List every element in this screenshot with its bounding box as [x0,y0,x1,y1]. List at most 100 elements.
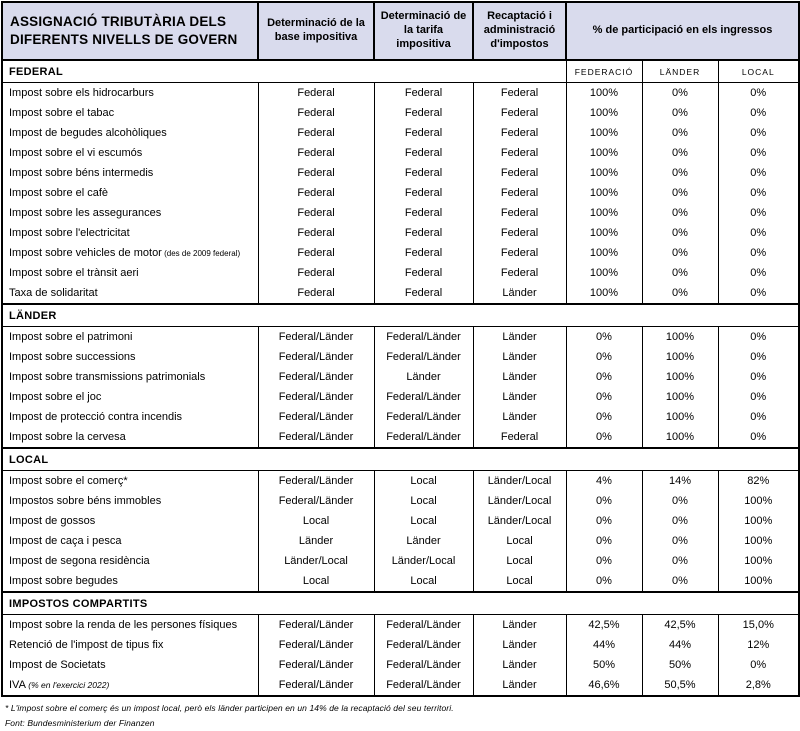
tax-name-label: Impost sobre el patrimoni [9,331,133,343]
tax-row: Impost de Societats Federal/Länder Federal… [2,655,800,675]
cell-local: 100% [717,531,800,551]
cell-local: 0% [717,123,800,143]
cell-lander: 0% [641,203,718,223]
cell-federacio: 44% [565,635,642,655]
cell-local: 0% [717,203,800,223]
tax-row: Impost de caça i pesca Länder Länder Local 0… [2,531,800,551]
tax-name: Impostos sobre béns immobles [2,491,258,511]
tax-name-label: Impost sobre béns intermedis [9,167,154,179]
cell-recaptacio: Länder [472,407,566,427]
section-header-row: FEDERAL FEDERACIÓ LÄNDER LOCAL [2,59,800,83]
cell-lander: 42,5% [641,614,718,635]
cell-federacio: 0% [565,491,642,511]
cell-recaptacio: Länder/Local [472,470,566,491]
cell-federacio: 0% [565,326,642,347]
cell-local: 0% [717,367,800,387]
tax-name: Impost de begudes alcohòliques [2,123,258,143]
tax-row: Impost sobre el vi escumós Federal Federal… [2,143,800,163]
cell-lander: 0% [641,223,718,243]
cell-tarifa: Federal/Länder [373,347,473,367]
tax-name-label: Impost sobre transmissions patrimonials [9,371,206,383]
cell-base: Federal [257,223,374,243]
cell-base: Federal/Länder [257,470,374,491]
tax-name-label: Impost sobre begudes [9,575,118,587]
cell-recaptacio: Federal [472,243,566,263]
cell-federacio: 4% [565,470,642,491]
subcolumn-header: FEDERACIÓ [565,59,642,83]
cell-tarifa: Federal/Länder [373,387,473,407]
cell-recaptacio: Länder/Local [472,491,566,511]
cell-local: 0% [717,143,800,163]
tax-row: Impost sobre les assegurances Federal Fede… [2,203,800,223]
cell-federacio: 0% [565,551,642,571]
cell-local: 0% [717,103,800,123]
section-header-row: LOCAL [2,447,800,471]
cell-tarifa: Local [373,491,473,511]
cell-recaptacio: Federal [472,427,566,448]
cell-base: Federal/Länder [257,347,374,367]
tax-name: Retenció de l'impost de tipus fix [2,635,258,655]
tax-name: IVA (% en l'exercici 2022) [2,675,258,696]
tax-name: Impost de Societats [2,655,258,675]
cell-tarifa: Federal [373,263,473,283]
cell-local: 0% [717,163,800,183]
cell-local: 2,8% [717,675,800,696]
cell-local: 100% [717,511,800,531]
cell-lander: 0% [641,82,718,103]
tax-name: Impost sobre la cervesa [2,427,258,448]
cell-recaptacio: Local [472,571,566,592]
cell-base: Federal/Länder [257,655,374,675]
tax-row: Impost de begudes alcohòliques Federal Fed… [2,123,800,143]
tax-name: Impost sobre la renda de les persones fí… [2,615,258,636]
cell-base: Federal [257,123,374,143]
cell-recaptacio: Länder [472,655,566,675]
cell-tarifa: Federal [373,243,473,263]
cell-recaptacio: Federal [472,203,566,223]
cell-lander: 100% [641,367,718,387]
tax-name-label: Impost sobre el comerç* [9,475,128,487]
cell-recaptacio: Federal [472,183,566,203]
footnote-comerc: * L'impost sobre el comerç és un impost … [5,703,454,713]
cell-lander: 0% [641,283,718,304]
cell-lander: 14% [641,470,718,491]
cell-tarifa: Federal [373,283,473,304]
cell-local: 0% [717,347,800,367]
cell-lander: 0% [641,531,718,551]
cell-base: Federal [257,263,374,283]
cell-recaptacio: Federal [472,82,566,103]
cell-recaptacio: Federal [472,163,566,183]
tax-name: Impost sobre el cafè [2,183,258,203]
tax-name: Impost de caça i pesca [2,531,258,551]
cell-lander: 0% [641,263,718,283]
cell-lander: 0% [641,511,718,531]
cell-tarifa: Länder [373,367,473,387]
section-label: LOCAL [2,447,800,471]
cell-local: 0% [717,243,800,263]
cell-tarifa: Federal [373,143,473,163]
cell-federacio: 100% [565,103,642,123]
cell-tarifa: Federal [373,223,473,243]
cell-base: Federal/Länder [257,635,374,655]
cell-lander: 100% [641,347,718,367]
cell-base: Federal [257,103,374,123]
cell-recaptacio: Federal [472,223,566,243]
cell-federacio: 100% [565,143,642,163]
cell-federacio: 42,5% [565,614,642,635]
cell-tarifa: Länder/Local [373,551,473,571]
tax-row: Impost sobre els hidrocarburs Federal Fede… [2,82,800,103]
tax-name-label: Impost sobre vehicles de motor [9,247,162,259]
cell-federacio: 100% [565,203,642,223]
cell-base: Federal/Länder [257,407,374,427]
cell-local: 0% [717,655,800,675]
cell-lander: 0% [641,103,718,123]
cell-base: Federal/Länder [257,491,374,511]
tax-name-label: Impost sobre les assegurances [9,207,162,219]
cell-federacio: 100% [565,223,642,243]
tax-name-label: Impost sobre el joc [9,391,102,403]
cell-federacio: 100% [565,283,642,304]
tax-name-label: Impost de caça i pesca [9,535,122,547]
tax-name-label: Impost sobre el trànsit aeri [9,267,139,279]
cell-tarifa: Local [373,511,473,531]
tax-name-label: Impost sobre els hidrocarburs [9,87,154,99]
cell-lander: 100% [641,407,718,427]
